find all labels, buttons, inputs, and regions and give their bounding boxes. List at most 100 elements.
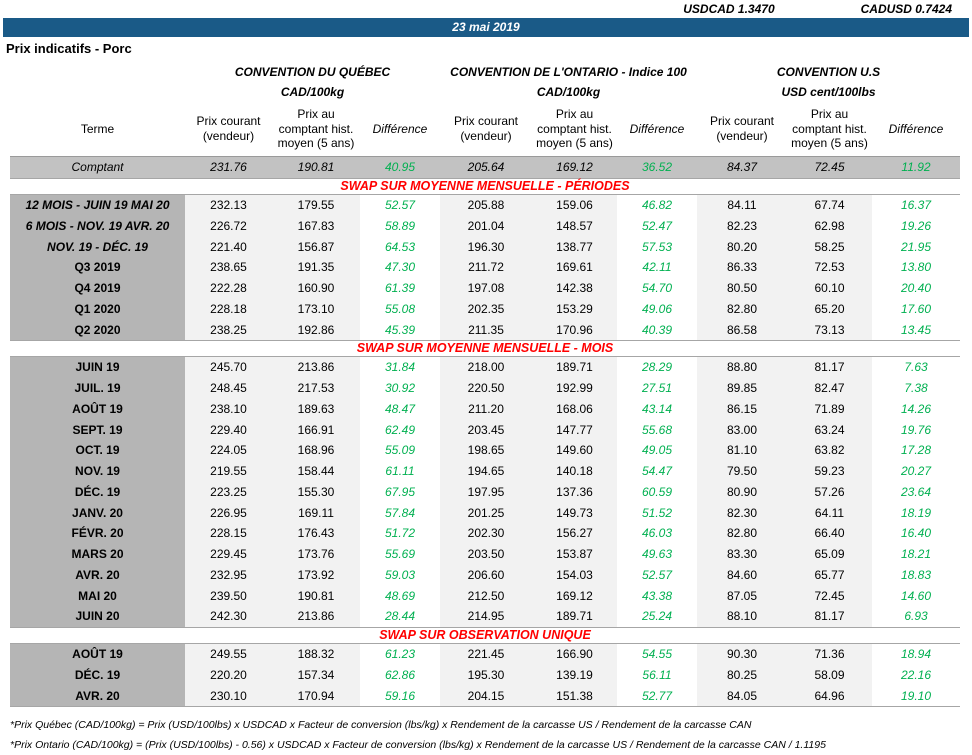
difference-value: 18.94 [872,644,960,665]
hist-avg-value: 139.19 [532,664,617,686]
hist-avg-value: 192.99 [532,378,617,399]
difference-value: 42.11 [617,257,697,278]
hist-avg-value: 149.73 [532,502,617,524]
page-title: Prix indicatifs - Porc [6,41,132,56]
current-price-value: 84.60 [697,564,787,586]
group-header-quebec: CONVENTION DU QUÉBEC CAD/100kg [185,62,440,102]
hist-avg-value: 140.18 [532,461,617,482]
difference-value: 49.06 [617,298,697,320]
terme-label: FÉVR. 20 [10,523,185,544]
hist-avg-value: 190.81 [272,585,360,607]
column-header-row: Terme Prix courant (vendeur) Prix au com… [10,102,960,157]
current-price-value: 81.10 [697,440,787,461]
table-row: MARS 20 229.45 173.76 55.69 203.50 153.87 49.6… [10,544,960,565]
group-unit: CAD/100kg [536,85,601,99]
difference-value: 67.95 [360,481,440,503]
hist-avg-value: 173.10 [272,298,360,320]
current-price-value: 201.25 [440,502,532,524]
current-price-value: 219.55 [185,461,272,482]
section-header-row: SWAP SUR MOYENNE MENSUELLE - MOIS [10,340,960,358]
current-price-value: 206.60 [440,564,532,586]
difference-value: 19.26 [872,215,960,237]
table-row: OCT. 19 224.05 168.96 55.09 198.65 149.60 49.0… [10,440,960,461]
current-price-value: 230.10 [185,685,272,707]
hist-avg-value: 72.53 [787,257,872,278]
terme-spacer [10,62,185,102]
current-price-value: 196.30 [440,236,532,258]
section-header-row: SWAP SUR MOYENNE MENSUELLE - PÉRIODES [10,178,960,195]
hist-avg-value: 81.17 [787,606,872,627]
hist-avg-value: 169.12 [532,585,617,607]
current-price-value: 205.64 [440,157,532,178]
hist-avg-value: 153.87 [532,544,617,565]
difference-value: 43.38 [617,585,697,607]
terme-label: JUIN 20 [10,606,185,627]
difference-value: 62.86 [360,664,440,686]
terme-label: SEPT. 19 [10,419,185,441]
price-table: CONVENTION DU QUÉBEC CAD/100kg CONVENTIO… [10,62,960,708]
usdcad-rate: USDCAD 1.3470 [683,2,775,16]
hist-avg-value: 66.40 [787,523,872,544]
hist-avg-value: 213.86 [272,606,360,627]
group-name: CONVENTION DE L'ONTARIO - Indice 100 [450,65,687,79]
hist-avg-value: 189.71 [532,606,617,627]
group-name: CONVENTION DU QUÉBEC [234,65,391,79]
difference-value: 62.49 [360,419,440,441]
hist-avg-value: 160.90 [272,278,360,299]
hist-avg-value: 137.36 [532,481,617,503]
current-price-value: 203.50 [440,544,532,565]
terme-label: JANV. 20 [10,502,185,524]
current-price-value: 238.10 [185,398,272,420]
terme-label: JUIL. 19 [10,378,185,399]
current-price-value: 239.50 [185,585,272,607]
terme-label: MARS 20 [10,544,185,565]
hist-avg-value: 155.30 [272,481,360,503]
difference-value: 43.14 [617,398,697,420]
hist-avg-value: 65.09 [787,544,872,565]
current-price-header: Prix courant (vendeur) [709,114,775,143]
difference-value: 46.03 [617,523,697,544]
difference-value: 49.63 [617,544,697,565]
hist-avg-value: 188.32 [272,644,360,665]
hist-avg-value: 157.34 [272,664,360,686]
hist-avg-value: 58.25 [787,236,872,258]
difference-value: 48.69 [360,585,440,607]
difference-header: Différence [888,121,944,136]
difference-value: 18.19 [872,502,960,524]
difference-value: 6.93 [872,606,960,627]
hist-avg-value: 72.45 [787,585,872,607]
current-price-value: 204.15 [440,685,532,707]
difference-value: 48.47 [360,398,440,420]
hist-avg-value: 169.61 [532,257,617,278]
table-row: FÉVR. 20 228.15 176.43 51.72 202.30 156.27 46.… [10,523,960,544]
difference-value: 61.11 [360,461,440,482]
hist-avg-value: 65.20 [787,298,872,320]
difference-value: 55.09 [360,440,440,461]
current-price-value: 201.04 [440,215,532,237]
hist-avg-value: 192.86 [272,319,360,341]
current-price-value: 212.50 [440,585,532,607]
terme-label: Comptant [10,157,185,178]
difference-value: 55.08 [360,298,440,320]
difference-value: 13.80 [872,257,960,278]
hist-avg-value: 153.29 [532,298,617,320]
hist-avg-value: 191.35 [272,257,360,278]
group-unit: USD cent/100lbs [781,85,876,99]
hist-avg-value: 60.10 [787,278,872,299]
hist-avg-value: 190.81 [272,157,360,178]
table-row: Q1 2020 228.18 173.10 55.08 202.35 153.29 49.0… [10,298,960,320]
table-row: AOÛT 19 238.10 189.63 48.47 211.20 168.06 43.1… [10,398,960,420]
table-row: JUIN 20 242.30 213.86 28.44 214.95 189.71 25.2… [10,606,960,627]
hist-avg-header: Prix au comptant hist. moyen (5 ans) [791,107,868,151]
hist-avg-value: 72.45 [787,157,872,178]
hist-avg-value: 170.94 [272,685,360,707]
current-price-value: 89.85 [697,378,787,399]
terme-label: DÉC. 19 [10,664,185,686]
current-price-value: 229.45 [185,544,272,565]
difference-value: 45.39 [360,319,440,341]
hist-avg-value: 166.90 [532,644,617,665]
difference-value: 55.69 [360,544,440,565]
difference-value: 30.92 [360,378,440,399]
difference-header: Différence [372,121,428,136]
difference-value: 52.47 [617,215,697,237]
